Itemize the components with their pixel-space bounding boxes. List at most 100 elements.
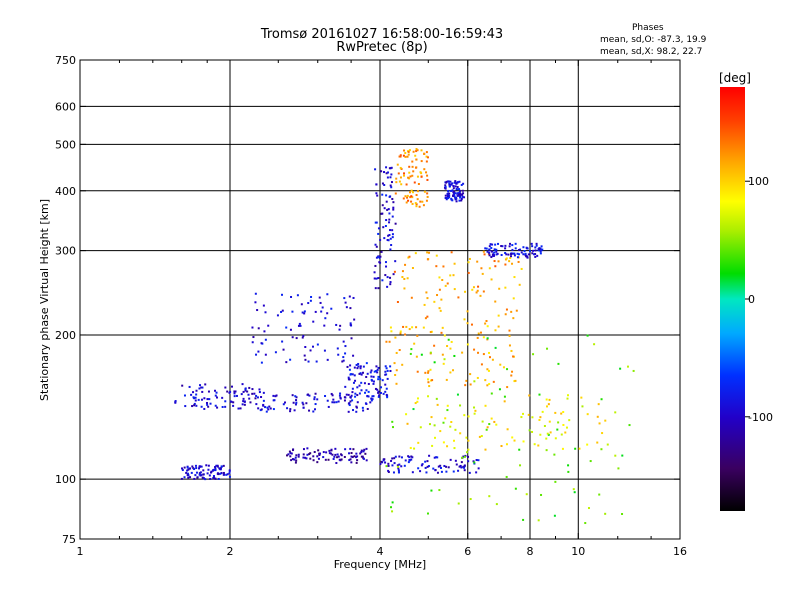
echo-point: [414, 252, 417, 255]
echo-point: [381, 379, 384, 382]
echo-point: [350, 373, 353, 376]
colorbar-tick-label: 0: [748, 293, 755, 306]
echo-point: [214, 467, 217, 470]
echo-point: [414, 402, 417, 405]
echo-point: [265, 410, 268, 413]
echo-point: [460, 183, 463, 186]
echo-point: [272, 408, 275, 411]
echo-point: [425, 155, 428, 158]
echo-point: [446, 404, 449, 407]
echo-point: [389, 195, 392, 198]
echo-point: [518, 448, 521, 451]
echo-point: [407, 199, 410, 202]
echo-point: [324, 395, 327, 398]
echo-point: [355, 410, 358, 413]
echo-point: [339, 392, 342, 395]
echo-point: [486, 426, 489, 429]
echo-point: [281, 340, 284, 343]
echo-point: [344, 345, 347, 348]
x-axis-label: Frequency [MHz]: [334, 558, 426, 571]
echo-point: [385, 387, 388, 390]
echo-point: [404, 459, 407, 462]
echo-point: [425, 471, 428, 474]
echo-point: [366, 407, 369, 410]
echo-point: [557, 421, 560, 424]
echo-point: [450, 251, 453, 254]
echo-point: [409, 175, 412, 178]
echo-point: [487, 369, 490, 372]
echo-point: [266, 406, 269, 409]
echo-point: [297, 324, 300, 327]
echo-point: [391, 464, 394, 467]
echo-point: [326, 358, 329, 361]
echo-point: [537, 444, 540, 447]
echo-point: [439, 464, 442, 467]
echo-point: [518, 283, 521, 286]
echo-point: [389, 283, 392, 286]
echo-point: [453, 354, 456, 357]
echo-point: [375, 365, 378, 368]
echo-point: [201, 476, 204, 479]
echo-point: [372, 382, 375, 385]
echo-point: [212, 476, 215, 479]
echo-point: [444, 194, 447, 197]
echo-point: [392, 208, 395, 211]
echo-point: [490, 417, 493, 420]
echo-point: [514, 242, 517, 245]
echo-point: [426, 174, 429, 177]
echo-point: [452, 274, 455, 277]
echo-point: [445, 196, 448, 199]
echo-point: [392, 206, 395, 209]
echo-point: [377, 395, 380, 398]
echo-point: [202, 469, 205, 472]
echo-point: [348, 295, 351, 298]
echo-point: [484, 379, 487, 382]
echo-point: [384, 383, 387, 386]
echo-point: [556, 428, 559, 431]
echo-point: [375, 183, 378, 186]
echo-point: [427, 258, 430, 261]
echo-point: [371, 395, 374, 398]
echo-point: [445, 198, 448, 201]
echo-point: [540, 249, 543, 252]
echo-point: [384, 365, 387, 368]
echo-point: [384, 274, 387, 277]
echo-point: [531, 416, 534, 419]
echo-point: [276, 314, 279, 317]
echo-point: [209, 477, 212, 480]
echo-point: [348, 404, 351, 407]
echo-point: [396, 465, 399, 468]
echo-point: [481, 272, 484, 275]
echo-point: [380, 460, 383, 463]
echo-point: [352, 354, 355, 357]
echo-point: [473, 412, 476, 415]
echo-point: [513, 254, 516, 257]
echo-point: [389, 184, 392, 187]
echo-point: [264, 311, 267, 314]
echo-point: [415, 355, 418, 358]
echo-point: [199, 471, 202, 474]
echo-point: [312, 459, 315, 462]
echo-point: [426, 315, 429, 318]
echo-point: [389, 237, 392, 240]
echo-point: [180, 477, 183, 480]
echo-point: [429, 351, 432, 354]
echo-point: [226, 390, 229, 393]
echo-point: [408, 171, 411, 174]
echo-point: [349, 396, 352, 399]
echo-point: [240, 393, 243, 396]
echo-point: [492, 380, 495, 383]
echo-point: [466, 343, 469, 346]
echo-point: [407, 150, 410, 153]
echo-point: [344, 385, 347, 388]
echo-point: [319, 301, 322, 304]
echo-point: [491, 243, 494, 246]
echo-point: [343, 455, 346, 458]
echo-point: [461, 351, 464, 354]
echo-point: [554, 437, 557, 440]
echo-point: [415, 203, 418, 206]
echo-point: [339, 324, 342, 327]
echo-point: [467, 455, 470, 458]
echo-point: [372, 395, 375, 398]
echo-point: [493, 254, 496, 257]
